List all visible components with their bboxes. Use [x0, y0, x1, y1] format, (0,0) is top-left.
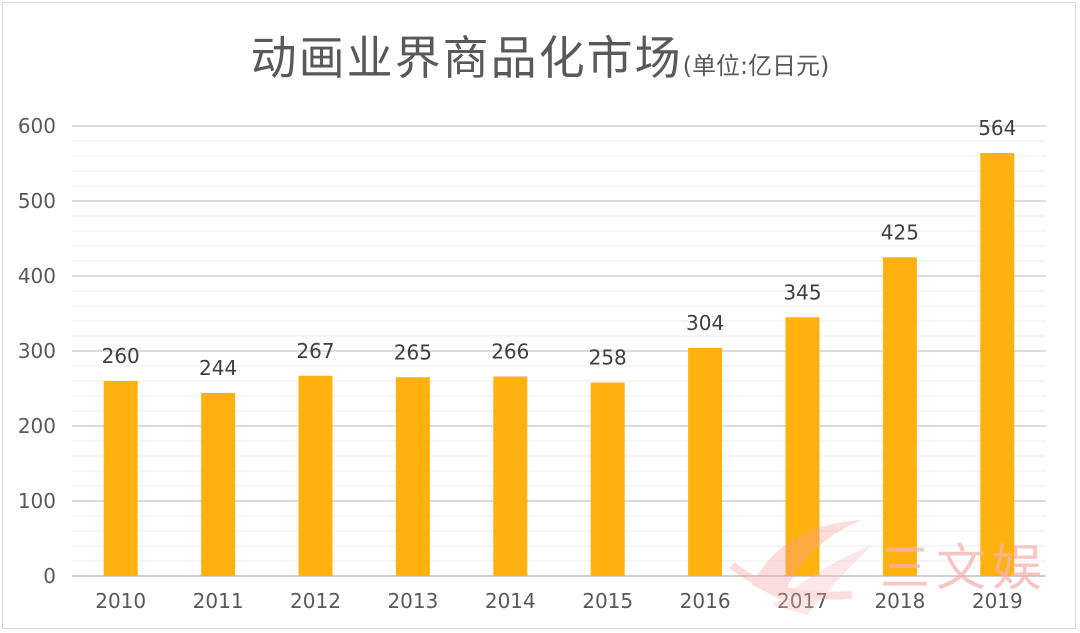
x-tick-label: 2012 — [290, 589, 341, 613]
data-label: 425 — [881, 220, 919, 244]
bar — [590, 382, 625, 576]
data-label: 345 — [783, 280, 821, 304]
y-tick-label: 0 — [43, 564, 56, 588]
data-label: 260 — [102, 344, 140, 368]
x-tick-label: 2018 — [874, 589, 925, 613]
y-tick-label: 600 — [18, 114, 56, 138]
bar — [688, 348, 723, 576]
data-label: 266 — [491, 340, 529, 364]
y-tick-label: 300 — [18, 339, 56, 363]
data-label: 564 — [978, 116, 1016, 140]
data-label: 244 — [199, 356, 237, 380]
bar — [201, 393, 236, 576]
y-tick-label: 100 — [18, 489, 56, 513]
bar — [395, 377, 430, 576]
bar — [785, 317, 820, 576]
x-tick-label: 2011 — [193, 589, 244, 613]
y-tick-label: 500 — [18, 189, 56, 213]
x-tick-label: 2016 — [680, 589, 731, 613]
x-tick-label: 2010 — [95, 589, 146, 613]
chart-title: 动画业界商品化市场(单位:亿日元) — [0, 22, 1080, 88]
bar — [980, 153, 1015, 576]
bar — [493, 376, 528, 576]
chart-title-unit: (单位:亿日元) — [682, 52, 830, 80]
x-tick-label: 2013 — [387, 589, 438, 613]
data-label: 267 — [296, 339, 334, 363]
data-label: 265 — [394, 340, 432, 364]
data-label: 258 — [589, 346, 627, 370]
bar — [103, 381, 138, 576]
watermark-logo-icon — [729, 520, 872, 615]
x-tick-label: 2015 — [582, 589, 633, 613]
x-tick-label: 2014 — [485, 589, 536, 613]
bar — [882, 257, 917, 576]
x-tick-label: 2019 — [972, 589, 1023, 613]
watermark-text: 三文娱 — [880, 539, 1048, 597]
y-tick-label: 400 — [18, 264, 56, 288]
chart-title-main: 动画业界商品化市场 — [250, 31, 683, 85]
data-label: 304 — [686, 311, 724, 335]
y-tick-label: 200 — [18, 414, 56, 438]
x-tick-label: 2017 — [777, 589, 828, 613]
bar — [298, 375, 333, 576]
